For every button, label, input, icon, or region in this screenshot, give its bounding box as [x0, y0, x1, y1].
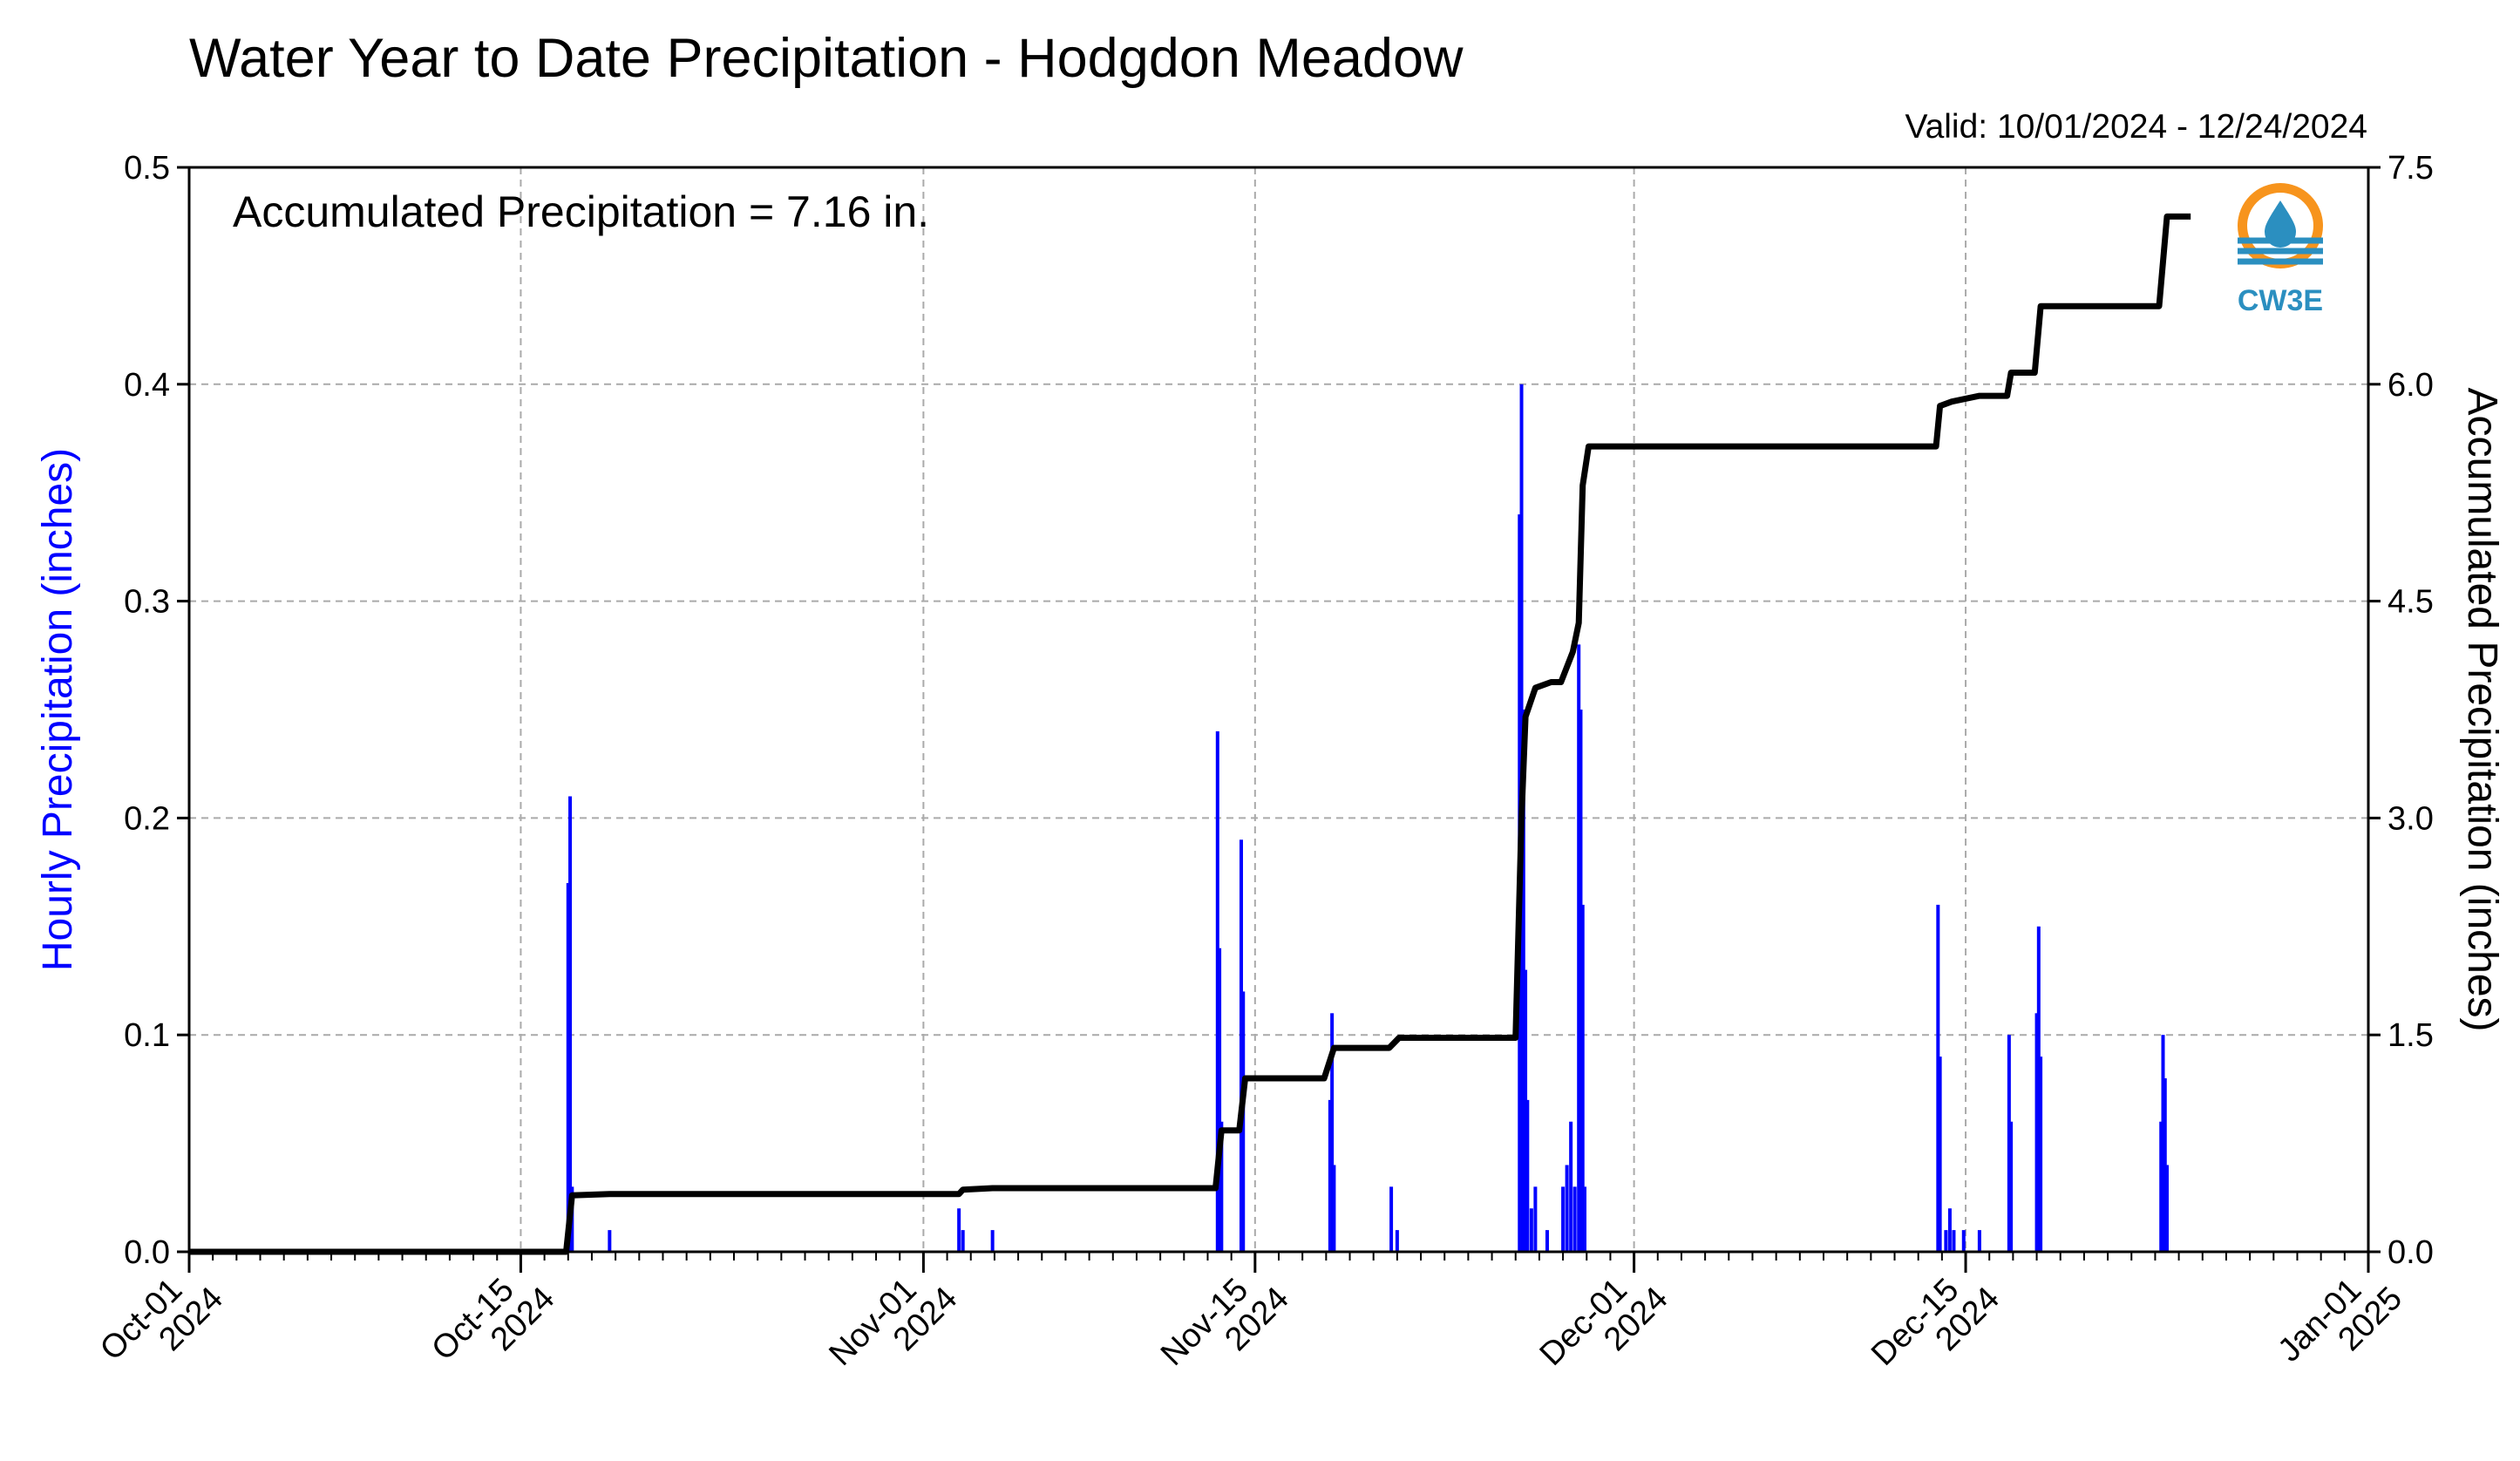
hourly-bar: [2039, 1057, 2043, 1252]
hourly-bar: [1529, 1208, 1533, 1252]
hourly-bar: [1524, 969, 1528, 1252]
hourly-bar: [2034, 1013, 2039, 1252]
y2-tick-label: 1.5: [2388, 1017, 2434, 1054]
hourly-bar: [2163, 1077, 2167, 1252]
hourly-bar: [2007, 1035, 2011, 1252]
y-tick-label: 0.4: [124, 367, 170, 404]
y2-tick-label: 6.0: [2388, 367, 2434, 404]
hourly-bar: [568, 796, 573, 1252]
y-tick-label: 0.3: [124, 584, 170, 621]
hourly-bar: [1218, 948, 1222, 1252]
hourly-bar: [990, 1230, 995, 1252]
droplet-icon: [2265, 200, 2296, 248]
gridlines: [189, 167, 2368, 1252]
hourly-bar: [1389, 1186, 1394, 1252]
y-axis-label: Hourly Precipitation (inches): [35, 448, 81, 971]
hourly-bar: [1332, 1165, 1336, 1252]
hourly-bar: [1545, 1230, 1549, 1252]
hourly-bar: [1938, 1057, 1942, 1252]
hourly-bar: [1565, 1165, 1569, 1252]
hourly-bar: [608, 1230, 612, 1252]
chart-title: Water Year to Date Precipitation - Hodgd…: [189, 28, 1464, 89]
hourly-bar: [2036, 926, 2041, 1252]
y-tick-label: 0.0: [124, 1234, 170, 1271]
hourly-bar: [1395, 1230, 1399, 1252]
hourly-bar: [957, 1208, 961, 1252]
hourly-bar: [1947, 1208, 1952, 1252]
hourly-bar: [1952, 1230, 1956, 1252]
logo-waves: [2238, 237, 2323, 265]
logo-text: CW3E: [2238, 284, 2323, 317]
hourly-bar: [1219, 1121, 1224, 1252]
hourly-bar: [1580, 904, 1585, 1252]
hourly-bar: [1239, 839, 1243, 1252]
hourly-bar: [1525, 1099, 1530, 1252]
hourly-bar: [1977, 1230, 1981, 1252]
hourly-bar: [1579, 710, 1583, 1252]
hourly-bar: [961, 1230, 965, 1252]
y2-axis-label: Accumulated Precipitation (inches): [2459, 387, 2505, 1031]
hourly-bar: [2165, 1165, 2170, 1252]
hourly-bar: [1328, 1099, 1332, 1252]
y-tick-label: 0.2: [124, 800, 170, 837]
hourly-bar: [2161, 1035, 2165, 1252]
y2-tick-label: 0.0: [2388, 1234, 2434, 1271]
hourly-bar: [1533, 1186, 1538, 1252]
y2-tick-label: 4.5: [2388, 584, 2434, 621]
hourly-bar: [1936, 904, 1940, 1252]
hourly-bar: [1572, 1186, 1577, 1252]
hourly-bar: [1944, 1230, 1948, 1252]
cw3e-logo: CW3E: [2238, 183, 2323, 317]
hourly-bar: [1577, 644, 1581, 1252]
hourly-bar: [2159, 1121, 2163, 1252]
hourly-bar: [1569, 1121, 1573, 1252]
y2-tick-label: 7.5: [2388, 150, 2434, 187]
y-tick-label: 0.1: [124, 1017, 170, 1054]
hourly-bar: [2009, 1121, 2014, 1252]
hourly-bar: [566, 883, 570, 1252]
hourly-bar: [1330, 1013, 1335, 1252]
chart-subtitle: Valid: 10/01/2024 - 12/24/2024: [1905, 108, 2367, 146]
y-tick-label: 0.5: [124, 150, 170, 187]
accumulated-line: [189, 213, 2191, 1255]
y2-tick-label: 3.0: [2388, 800, 2434, 837]
hourly-bar: [1521, 710, 1525, 1252]
axes: 0.0 0.1 0.2 0.3 0.4 0.5 0.0 1.5 3.0 4.5 6.0 7.5 Oct-…: [93, 150, 2434, 1373]
hourly-bar: [1561, 1186, 1566, 1252]
accumulated-annotation: Accumulated Precipitation = 7.16 in.: [233, 187, 929, 236]
hourly-bar: [1961, 1230, 1966, 1252]
hourly-bar: [1215, 730, 1219, 1252]
hourly-bar: [1582, 1186, 1586, 1252]
